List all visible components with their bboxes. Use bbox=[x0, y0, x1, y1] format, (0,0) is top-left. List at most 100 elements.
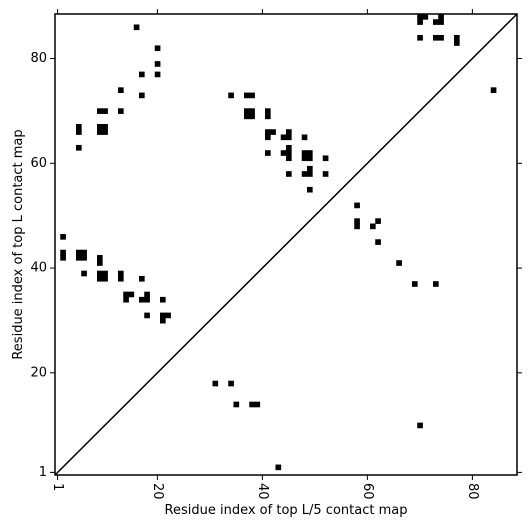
x-tick-label: 20 bbox=[150, 483, 165, 500]
contact-top-l bbox=[160, 317, 166, 324]
contact-top-l bbox=[286, 171, 292, 177]
contact-top-l5 bbox=[249, 401, 255, 408]
contact-top-l bbox=[454, 40, 460, 46]
contact-top-l bbox=[307, 165, 313, 172]
contact-top-l bbox=[165, 312, 171, 319]
contact-top-l bbox=[102, 108, 108, 114]
contact-top-l5 bbox=[212, 380, 219, 387]
contact-top-l5 bbox=[275, 464, 282, 471]
contact-top-l bbox=[154, 45, 161, 52]
contact-top-l bbox=[301, 134, 308, 141]
contact-top-l bbox=[286, 144, 292, 151]
y-tick-label: 80 bbox=[30, 51, 47, 66]
contact-top-l bbox=[160, 296, 166, 303]
contact-top-l bbox=[102, 124, 108, 130]
contact-top-l bbox=[417, 34, 423, 41]
contact-top-l bbox=[249, 108, 255, 114]
x-tick-label: 60 bbox=[360, 483, 375, 500]
contact-top-l bbox=[97, 108, 103, 114]
contact-top-l bbox=[301, 171, 308, 177]
x-tick-label: 40 bbox=[255, 483, 270, 500]
contact-top-l bbox=[97, 260, 103, 266]
contact-top-l bbox=[354, 202, 360, 209]
y-tick-label: 60 bbox=[30, 156, 47, 171]
contact-top-l bbox=[133, 24, 140, 31]
contact-top-l bbox=[60, 234, 66, 240]
contact-top-l bbox=[433, 281, 439, 287]
contact-top-l bbox=[249, 113, 255, 120]
contact-top-l bbox=[160, 312, 166, 319]
contact-top-l bbox=[139, 71, 145, 78]
contact-top-l bbox=[280, 134, 287, 141]
contact-top-l bbox=[265, 129, 271, 135]
contact-top-l bbox=[307, 150, 313, 156]
contact-top-l bbox=[286, 134, 292, 141]
contact-top-l bbox=[144, 291, 150, 298]
contact-top-l bbox=[286, 129, 292, 135]
contact-top-l5 bbox=[417, 422, 423, 429]
contact-top-l bbox=[265, 150, 271, 156]
diagonal-line bbox=[54, 13, 518, 476]
contact-top-l bbox=[118, 275, 124, 282]
contact-top-l bbox=[97, 270, 103, 277]
contact-top-l bbox=[307, 186, 313, 193]
contact-top-l bbox=[118, 108, 124, 114]
contact-top-l bbox=[60, 249, 66, 256]
contact-top-l bbox=[76, 124, 82, 130]
contact-top-l5 bbox=[254, 401, 261, 408]
contact-top-l bbox=[60, 254, 66, 261]
contact-top-l bbox=[280, 150, 287, 156]
contact-top-l bbox=[301, 155, 308, 162]
contact-top-l bbox=[265, 113, 271, 120]
x-tick-label: 80 bbox=[465, 483, 480, 500]
contact-top-l bbox=[244, 108, 250, 114]
plot-frame bbox=[54, 13, 518, 476]
contact-top-l bbox=[123, 296, 129, 303]
contact-top-l5 bbox=[490, 87, 497, 93]
contact-top-l bbox=[433, 34, 439, 41]
contact-top-l bbox=[422, 14, 429, 20]
contact-top-l bbox=[118, 270, 124, 277]
contact-top-l bbox=[97, 254, 103, 261]
contact-top-l bbox=[244, 92, 250, 99]
contact-top-l bbox=[433, 19, 439, 25]
contact-top-l bbox=[81, 270, 87, 277]
y-tick-label: 20 bbox=[30, 365, 47, 380]
contact-top-l bbox=[286, 155, 292, 162]
contact-top-l bbox=[249, 92, 255, 99]
contact-top-l bbox=[375, 218, 381, 224]
contact-top-l bbox=[322, 155, 329, 162]
contact-top-l bbox=[81, 249, 87, 256]
y-tick-label: 40 bbox=[30, 261, 47, 276]
contact-top-l bbox=[412, 281, 418, 287]
contact-top-l bbox=[154, 61, 161, 67]
contact-top-l bbox=[301, 150, 308, 156]
contact-top-l bbox=[265, 108, 271, 114]
contact-top-l bbox=[76, 254, 82, 261]
x-tick-label: 1 bbox=[50, 483, 65, 491]
contact-top-l bbox=[438, 34, 444, 41]
contact-top-l bbox=[417, 14, 423, 20]
contact-top-l bbox=[139, 296, 145, 303]
contact-top-l5 bbox=[233, 401, 240, 408]
contact-top-l bbox=[354, 223, 360, 230]
contact-top-l bbox=[144, 296, 150, 303]
contact-top-l bbox=[286, 150, 292, 156]
contact-top-l bbox=[97, 124, 103, 130]
contact-top-l5 bbox=[228, 380, 234, 387]
contact-top-l bbox=[139, 92, 145, 99]
contact-top-l bbox=[396, 260, 402, 266]
contact-top-l bbox=[307, 171, 313, 177]
contact-top-l bbox=[375, 239, 381, 245]
contact-top-l bbox=[81, 254, 87, 261]
contact-top-l bbox=[76, 129, 82, 135]
y-tick-label: 1 bbox=[39, 465, 47, 480]
contact-top-l bbox=[139, 275, 145, 282]
contact-top-l bbox=[102, 275, 108, 282]
contact-top-l bbox=[265, 134, 271, 141]
contact-top-l bbox=[438, 14, 444, 20]
contact-top-l bbox=[370, 223, 376, 230]
contact-top-l bbox=[76, 249, 82, 256]
contact-top-l bbox=[417, 19, 423, 25]
